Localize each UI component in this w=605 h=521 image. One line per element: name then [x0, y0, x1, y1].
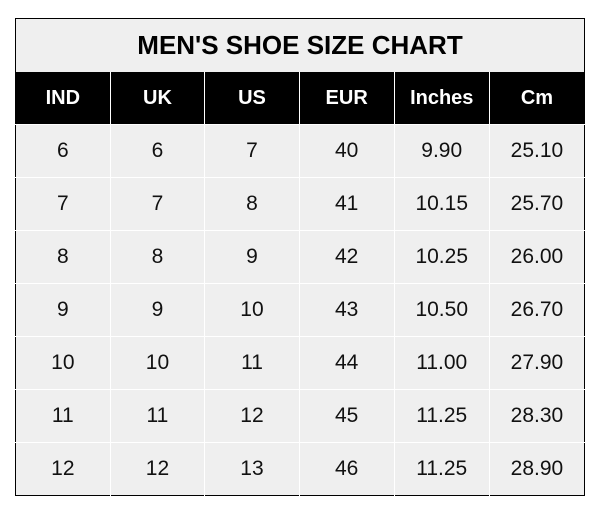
size-chart-table: MEN'S SHOE SIZE CHART IND UK US EUR Inches Cm… — [15, 18, 585, 496]
cell-inches: 11.25 — [393, 442, 490, 496]
cell-us: 10 — [204, 283, 300, 337]
cell-eur: 40 — [298, 124, 395, 178]
chart-title: MEN'S SHOE SIZE CHART — [137, 30, 463, 60]
cell-uk: 6 — [109, 124, 205, 178]
cell-uk: 8 — [109, 230, 205, 284]
cell-us: 7 — [204, 124, 300, 178]
cell-ind: 6 — [15, 124, 111, 178]
cell-inches: 10.15 — [393, 177, 490, 231]
cell-eur: 46 — [298, 442, 395, 496]
cell-uk: 7 — [109, 177, 205, 231]
cell-cm: 28.30 — [488, 389, 585, 443]
cell-inches: 11.25 — [393, 389, 490, 443]
cell-inches: 10.50 — [393, 283, 490, 337]
cell-us: 8 — [204, 177, 300, 231]
cell-eur: 41 — [298, 177, 395, 231]
cell-uk: 9 — [109, 283, 205, 337]
table-row: 7 7 8 41 10.15 25.70 — [15, 177, 585, 231]
cell-ind: 10 — [15, 336, 111, 390]
cell-cm: 26.70 — [488, 283, 585, 337]
cell-us: 13 — [204, 442, 300, 496]
cell-ind: 12 — [15, 442, 111, 496]
cell-eur: 43 — [298, 283, 395, 337]
table-row: 12 12 13 46 11.25 28.90 — [15, 442, 585, 496]
table-row: 11 11 12 45 11.25 28.30 — [15, 389, 585, 443]
cell-us: 11 — [204, 336, 300, 390]
column-header-cm: Cm — [488, 72, 585, 125]
cell-ind: 11 — [15, 389, 111, 443]
cell-cm: 27.90 — [488, 336, 585, 390]
table-row: 6 6 7 40 9.90 25.10 — [15, 124, 585, 178]
cell-inches: 9.90 — [393, 124, 490, 178]
cell-eur: 45 — [298, 389, 395, 443]
cell-ind: 8 — [15, 230, 111, 284]
column-header-inches: Inches — [393, 72, 490, 125]
cell-uk: 12 — [109, 442, 205, 496]
cell-uk: 11 — [109, 389, 205, 443]
cell-us: 12 — [204, 389, 300, 443]
cell-eur: 42 — [298, 230, 395, 284]
column-header-us: US — [204, 72, 300, 125]
cell-cm: 28.90 — [488, 442, 585, 496]
cell-cm: 25.10 — [488, 124, 585, 178]
cell-ind: 9 — [15, 283, 111, 337]
table-row: 10 10 11 44 11.00 27.90 — [15, 336, 585, 390]
cell-inches: 11.00 — [393, 336, 490, 390]
cell-uk: 10 — [109, 336, 205, 390]
cell-cm: 25.70 — [488, 177, 585, 231]
cell-cm: 26.00 — [488, 230, 585, 284]
cell-ind: 7 — [15, 177, 111, 231]
cell-inches: 10.25 — [393, 230, 490, 284]
column-header-ind: IND — [15, 72, 111, 125]
header-row: IND UK US EUR Inches Cm — [15, 72, 585, 125]
cell-us: 9 — [204, 230, 300, 284]
table-row: 8 8 9 42 10.25 26.00 — [15, 230, 585, 284]
column-header-uk: UK — [109, 72, 205, 125]
table-row: 9 9 10 43 10.50 26.70 — [15, 283, 585, 337]
column-header-eur: EUR — [298, 72, 395, 125]
cell-eur: 44 — [298, 336, 395, 390]
